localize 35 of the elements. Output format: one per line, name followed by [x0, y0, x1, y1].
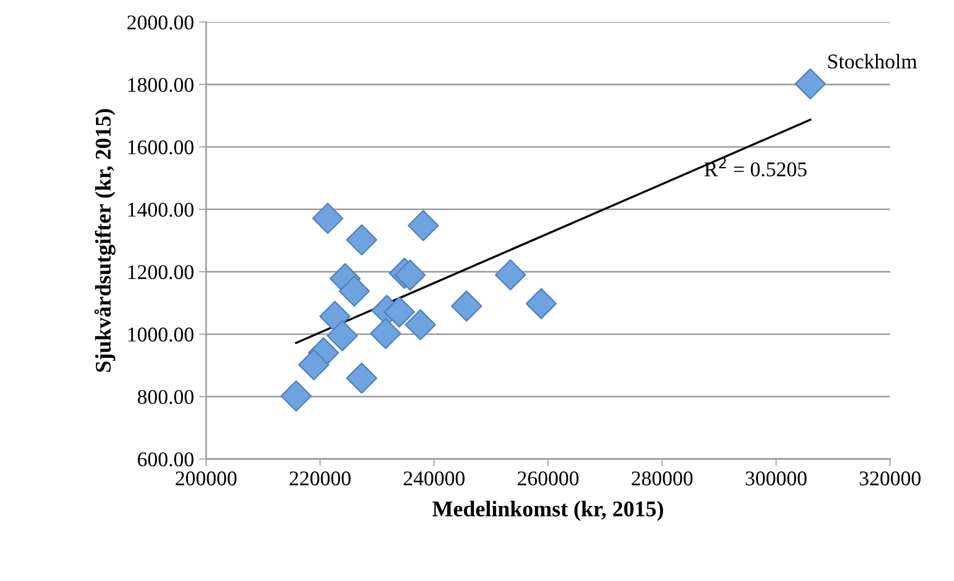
y-axis-title: Sjukvårdsutgifter (kr, 2015) [94, 109, 116, 372]
point [319, 300, 350, 332]
point [312, 202, 344, 234]
y-tick-label: 600.00 [138, 452, 194, 467]
y-tick-label: 1200.00 [128, 265, 194, 280]
point [346, 362, 378, 394]
y-tick-label: 1600.00 [128, 140, 194, 154]
x-tick-label: 240000 [404, 471, 465, 486]
point [408, 210, 439, 242]
point [298, 349, 330, 380]
y-tick-label: 1800.00 [128, 78, 194, 92]
point [338, 276, 370, 307]
x-axis-title: Medelinkomst (kr, 2015) [432, 500, 664, 521]
point [494, 259, 526, 290]
x-tick-label: 280000 [632, 471, 693, 486]
y-tick-label: 1000.00 [128, 328, 194, 342]
x-tick-label: 220000 [290, 471, 351, 486]
y-tick-label: 800.00 [138, 390, 194, 404]
point [370, 318, 402, 350]
point [450, 290, 482, 322]
point [384, 296, 415, 328]
x-tick-label: 320000 [860, 471, 921, 486]
x-tick-label: 300000 [746, 471, 807, 486]
y-tick-label: 2000.00 [127, 15, 194, 30]
x-tick-label: 200000 [176, 471, 237, 486]
point [346, 224, 378, 256]
point [526, 288, 557, 320]
x-tick-label: 260000 [518, 471, 579, 486]
annotation: Stockholm [828, 54, 917, 69]
point [394, 260, 426, 291]
point [326, 320, 358, 352]
point [404, 309, 436, 340]
point [280, 380, 312, 412]
y-tick-label: 1400.00 [128, 202, 194, 217]
point [794, 68, 826, 100]
